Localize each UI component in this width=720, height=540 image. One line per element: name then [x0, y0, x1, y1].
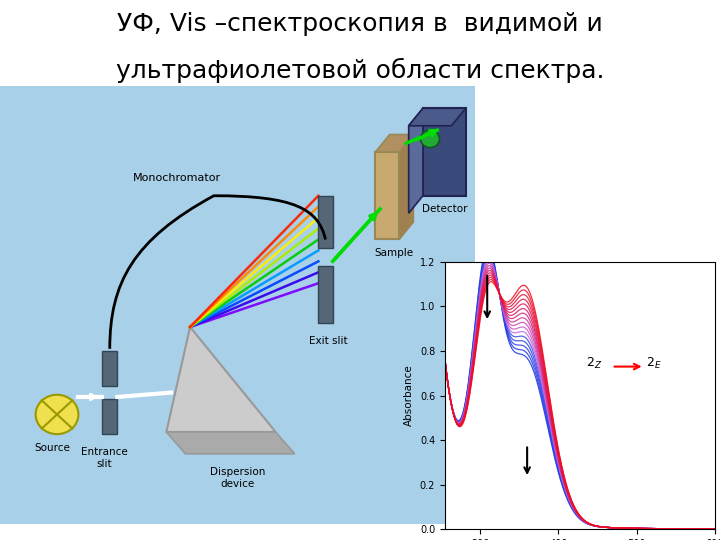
Bar	[318, 195, 333, 248]
Text: Sample: Sample	[375, 248, 414, 258]
Text: Source: Source	[35, 443, 71, 453]
Bar	[375, 152, 399, 239]
Text: $2_Z$: $2_Z$	[586, 356, 602, 370]
Y-axis label: Absorbance: Absorbance	[405, 364, 414, 427]
Text: Exit slit: Exit slit	[309, 336, 347, 346]
Text: $2_E$: $2_E$	[646, 356, 662, 370]
Polygon shape	[166, 327, 276, 432]
Polygon shape	[166, 432, 294, 454]
Bar	[102, 399, 117, 434]
Bar	[423, 108, 466, 195]
Text: Entrance
slit: Entrance slit	[81, 447, 128, 469]
Text: Dispersion
device: Dispersion device	[210, 467, 265, 489]
Polygon shape	[375, 134, 413, 152]
Polygon shape	[399, 134, 413, 239]
Bar	[318, 266, 333, 322]
Text: Monochromator: Monochromator	[133, 173, 221, 183]
Circle shape	[420, 130, 440, 147]
Polygon shape	[409, 108, 466, 126]
Text: Detector: Detector	[422, 205, 467, 214]
Circle shape	[36, 395, 78, 434]
Text: УФ, Vis –спектроскопия в  видимой и: УФ, Vis –спектроскопия в видимой и	[117, 12, 603, 36]
Polygon shape	[409, 108, 423, 213]
Bar	[102, 351, 117, 386]
Text: ультрафиолетовой области спектра.: ультрафиолетовой области спектра.	[116, 58, 604, 83]
